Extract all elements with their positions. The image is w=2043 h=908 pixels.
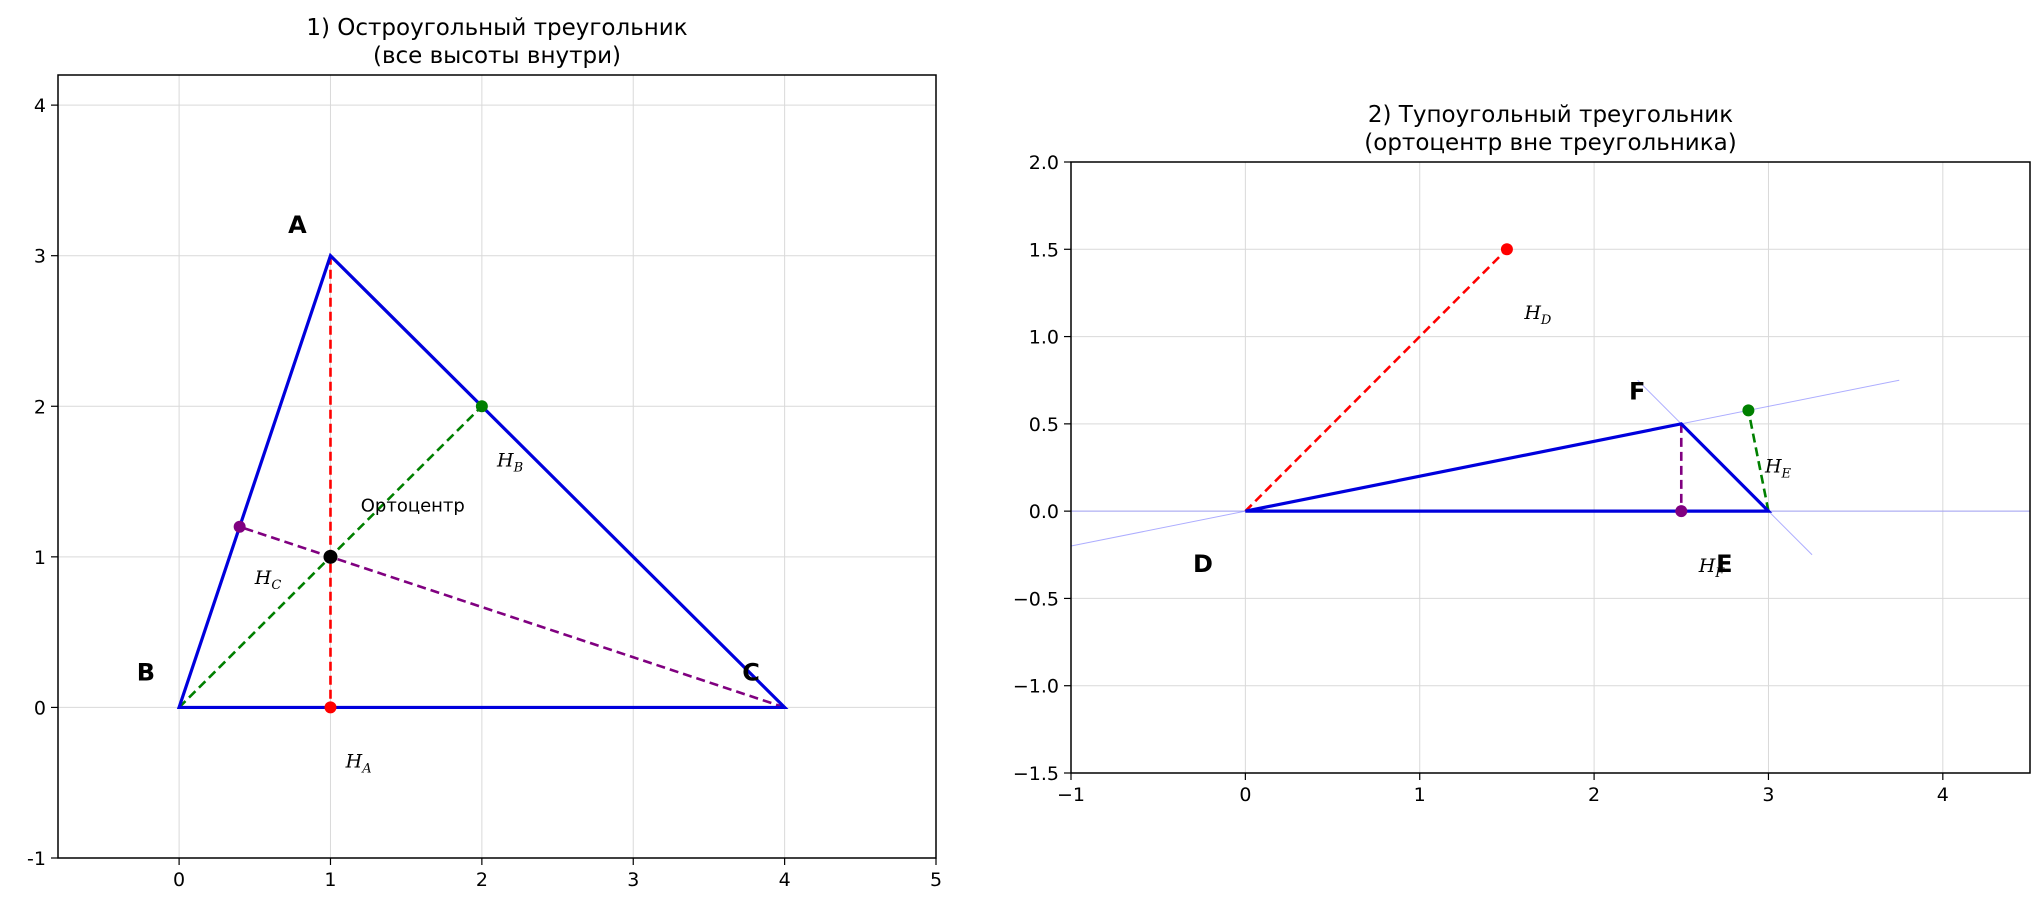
vertex-label-C: C xyxy=(742,658,760,686)
altitude-label-sub: A xyxy=(361,762,371,777)
plot-frame xyxy=(57,74,937,859)
triangle xyxy=(176,252,789,710)
altitude-label-D: HD xyxy=(1523,302,1552,328)
altitude-label-main: H xyxy=(254,567,272,589)
altitude-foot-C xyxy=(233,520,246,533)
altitude-foot-A xyxy=(324,701,337,714)
altitude-foot-F xyxy=(1675,505,1688,518)
y-tick-label: -1 xyxy=(27,848,46,870)
vertex-label-B: B xyxy=(137,658,155,686)
y-tick-label: 2 xyxy=(34,396,46,418)
altitude-line-D xyxy=(1244,248,1508,513)
x-tick-label: 2 xyxy=(1588,784,1600,806)
plot-area xyxy=(176,252,789,714)
y-tick-label: 0.0 xyxy=(1029,501,1059,523)
altitude-line-E xyxy=(1747,410,1770,512)
altitude-label-E: HE xyxy=(1764,456,1792,482)
triangle xyxy=(1245,422,1773,513)
x-tick-label: 3 xyxy=(627,869,639,891)
altitude-label-sub: F xyxy=(1714,566,1725,581)
altitude-label-main: H xyxy=(496,450,514,472)
x-tick-label: 3 xyxy=(1762,784,1774,806)
x-tick-label: 4 xyxy=(779,869,791,891)
altitude-label-F: HF xyxy=(1698,555,1726,581)
vertex-label-A: A xyxy=(288,211,307,239)
altitude-label-main: H xyxy=(345,751,363,773)
y-tick-label: 2.0 xyxy=(1029,152,1059,174)
x-tick-label: 1 xyxy=(1414,784,1426,806)
altitude-foot-B xyxy=(475,400,488,413)
chart-title-line: 1) Остроугольный треугольник xyxy=(306,15,687,41)
altitude-label-A: HA xyxy=(345,751,372,777)
x-tick-label: 0 xyxy=(1239,784,1251,806)
altitude-label-main: H xyxy=(1523,302,1541,324)
altitude-label-main: H xyxy=(1698,555,1716,577)
altitude-label-sub: E xyxy=(1781,467,1792,482)
altitude-foot-E xyxy=(1742,404,1755,417)
chart-title: 2) Тупоугольный треугольник (ортоцентр вн… xyxy=(1364,102,1736,156)
x-tick-label: 1 xyxy=(324,869,336,891)
plot-frame xyxy=(1070,161,2031,774)
y-tick-label: 4 xyxy=(34,95,46,117)
altitude-label-B: HB xyxy=(496,450,523,476)
y-tick-label: −1.0 xyxy=(1013,676,1059,698)
y-tick-label: −0.5 xyxy=(1013,588,1059,610)
plot-area xyxy=(1071,243,2030,556)
altitude-label-C: HC xyxy=(254,567,282,593)
y-tick-label: 3 xyxy=(34,246,46,268)
vertex-label-F: F xyxy=(1629,377,1645,405)
altitude-foot-D xyxy=(1500,243,1513,256)
vertex-label-E: E xyxy=(1716,550,1732,578)
altitude-label-sub: C xyxy=(271,578,281,593)
y-tick-label: 1 xyxy=(34,547,46,569)
altitude-label-sub: B xyxy=(513,461,524,476)
y-tick-label: 0.5 xyxy=(1029,414,1059,436)
altitude-label-sub: D xyxy=(1540,313,1552,328)
chart-title-line: (ортоцентр вне треугольника) xyxy=(1364,130,1736,156)
x-tick-label: 0 xyxy=(173,869,185,891)
x-tick-label: 2 xyxy=(476,869,488,891)
x-tick-label: 4 xyxy=(1937,784,1949,806)
chart-title: 1) Остроугольный треугольник (все высоты … xyxy=(306,15,687,69)
altitude-line-C xyxy=(239,525,786,709)
y-tick-label: 1.5 xyxy=(1029,239,1059,261)
orthocenter-label: Ортоцентр xyxy=(361,496,465,517)
x-tick-label: 5 xyxy=(930,869,942,891)
orthocenter-point xyxy=(323,549,338,564)
x-tick-label: −1 xyxy=(1057,784,1085,806)
vertex-label-D: D xyxy=(1193,550,1213,578)
chart-title-line: (все высоты внутри) xyxy=(373,43,621,69)
y-tick-label: 1.0 xyxy=(1029,327,1059,349)
chart-title-line: 2) Тупоугольный треугольник xyxy=(1368,102,1733,128)
altitude-label-main: H xyxy=(1764,456,1782,478)
y-tick-label: −1.5 xyxy=(1013,763,1059,785)
y-tick-label: 0 xyxy=(34,697,46,719)
